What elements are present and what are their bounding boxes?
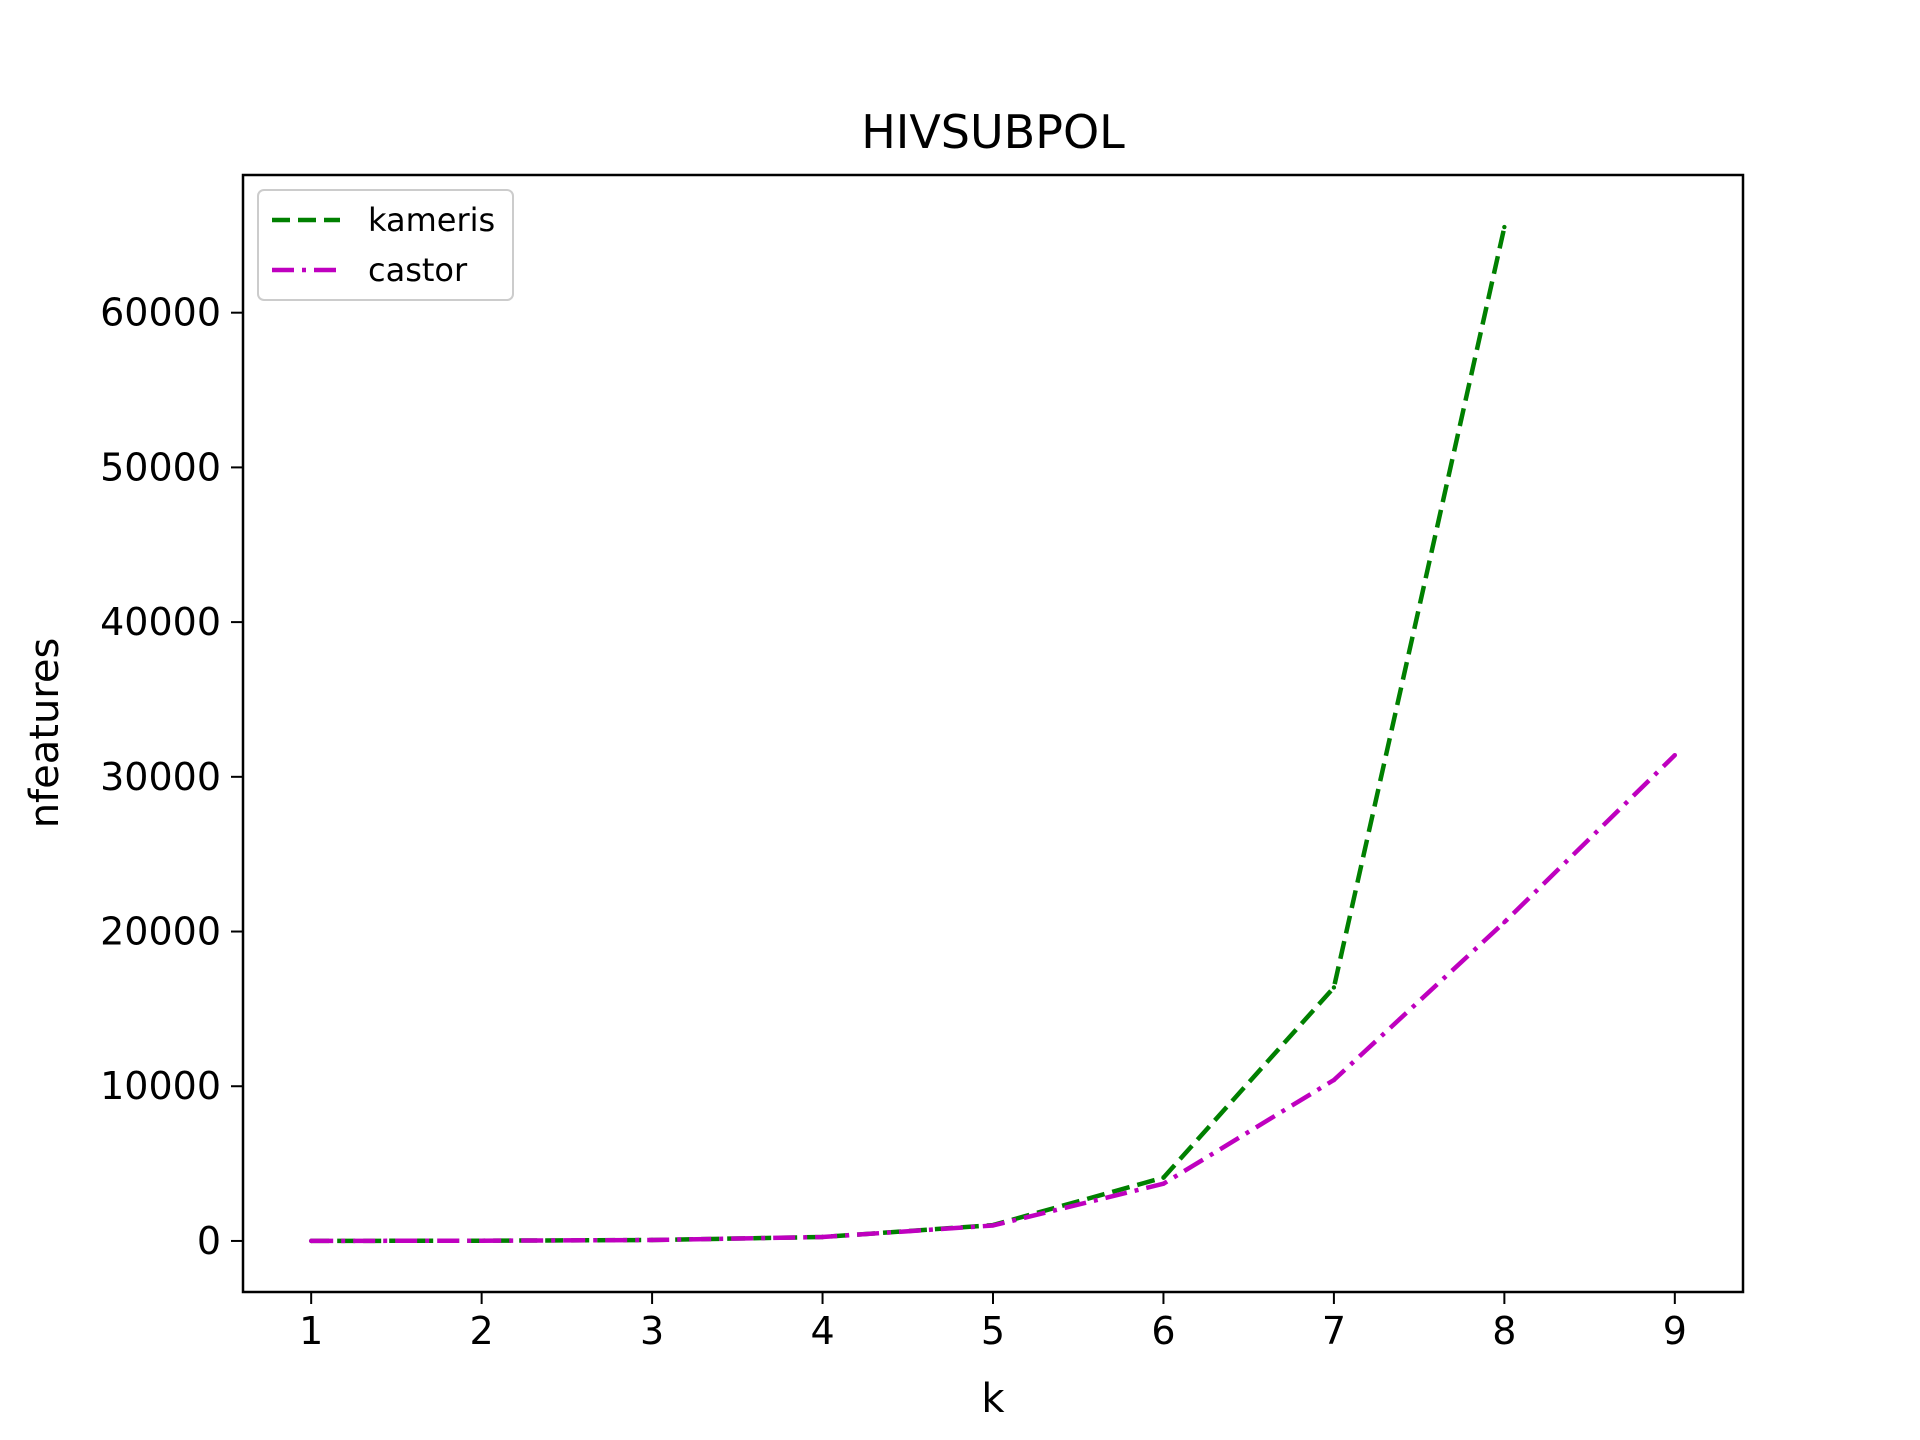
- data-point-castor: [1331, 1077, 1337, 1083]
- data-point-kameris: [1161, 1175, 1166, 1180]
- y-tick-label: 40000: [100, 600, 221, 644]
- y-tick-label: 0: [197, 1219, 221, 1263]
- data-point-castor: [479, 1238, 484, 1243]
- x-axis: 1 2 3 4 5 6 7 8 9: [299, 1292, 1687, 1353]
- y-axis: 0 10000 20000 30000 40000 50000 60000: [100, 291, 243, 1263]
- x-axis-label: k: [981, 1376, 1005, 1422]
- legend: kameris castor: [257, 189, 514, 301]
- x-tick-label: 3: [640, 1309, 664, 1353]
- chart-title: HIVSUBPOL: [861, 105, 1125, 159]
- data-point-castor: [1672, 752, 1678, 758]
- x-tick-label: 9: [1663, 1309, 1687, 1353]
- legend-label: kameris: [368, 201, 495, 239]
- x-tick-label: 7: [1322, 1309, 1346, 1353]
- data-point-castor: [990, 1223, 996, 1228]
- x-tick-label: 6: [1151, 1309, 1175, 1353]
- series-lines: [308, 224, 1678, 1244]
- x-tick-label: 5: [981, 1309, 1005, 1353]
- data-point-castor: [1502, 920, 1507, 925]
- x-tick-label: 4: [810, 1309, 834, 1353]
- data-point-castor: [820, 1234, 825, 1240]
- y-tick-label: 60000: [100, 291, 221, 335]
- data-point-castor: [308, 1238, 314, 1244]
- data-point-kameris: [1502, 224, 1507, 230]
- x-tick-label: 8: [1492, 1309, 1516, 1353]
- data-point-castor: [649, 1237, 655, 1243]
- y-tick-label: 10000: [100, 1064, 221, 1108]
- y-axis-label: nfeatures: [22, 638, 68, 829]
- y-tick-label: 30000: [100, 755, 221, 799]
- y-tick-label: 50000: [100, 445, 221, 489]
- data-point-kameris: [1331, 985, 1337, 990]
- legend-label: castor: [368, 251, 468, 289]
- data-point-castor: [1161, 1181, 1166, 1186]
- legend-box: [257, 189, 514, 301]
- y-tick-label: 20000: [100, 910, 221, 954]
- x-tick-label: 1: [299, 1309, 323, 1353]
- x-tick-label: 2: [470, 1309, 494, 1353]
